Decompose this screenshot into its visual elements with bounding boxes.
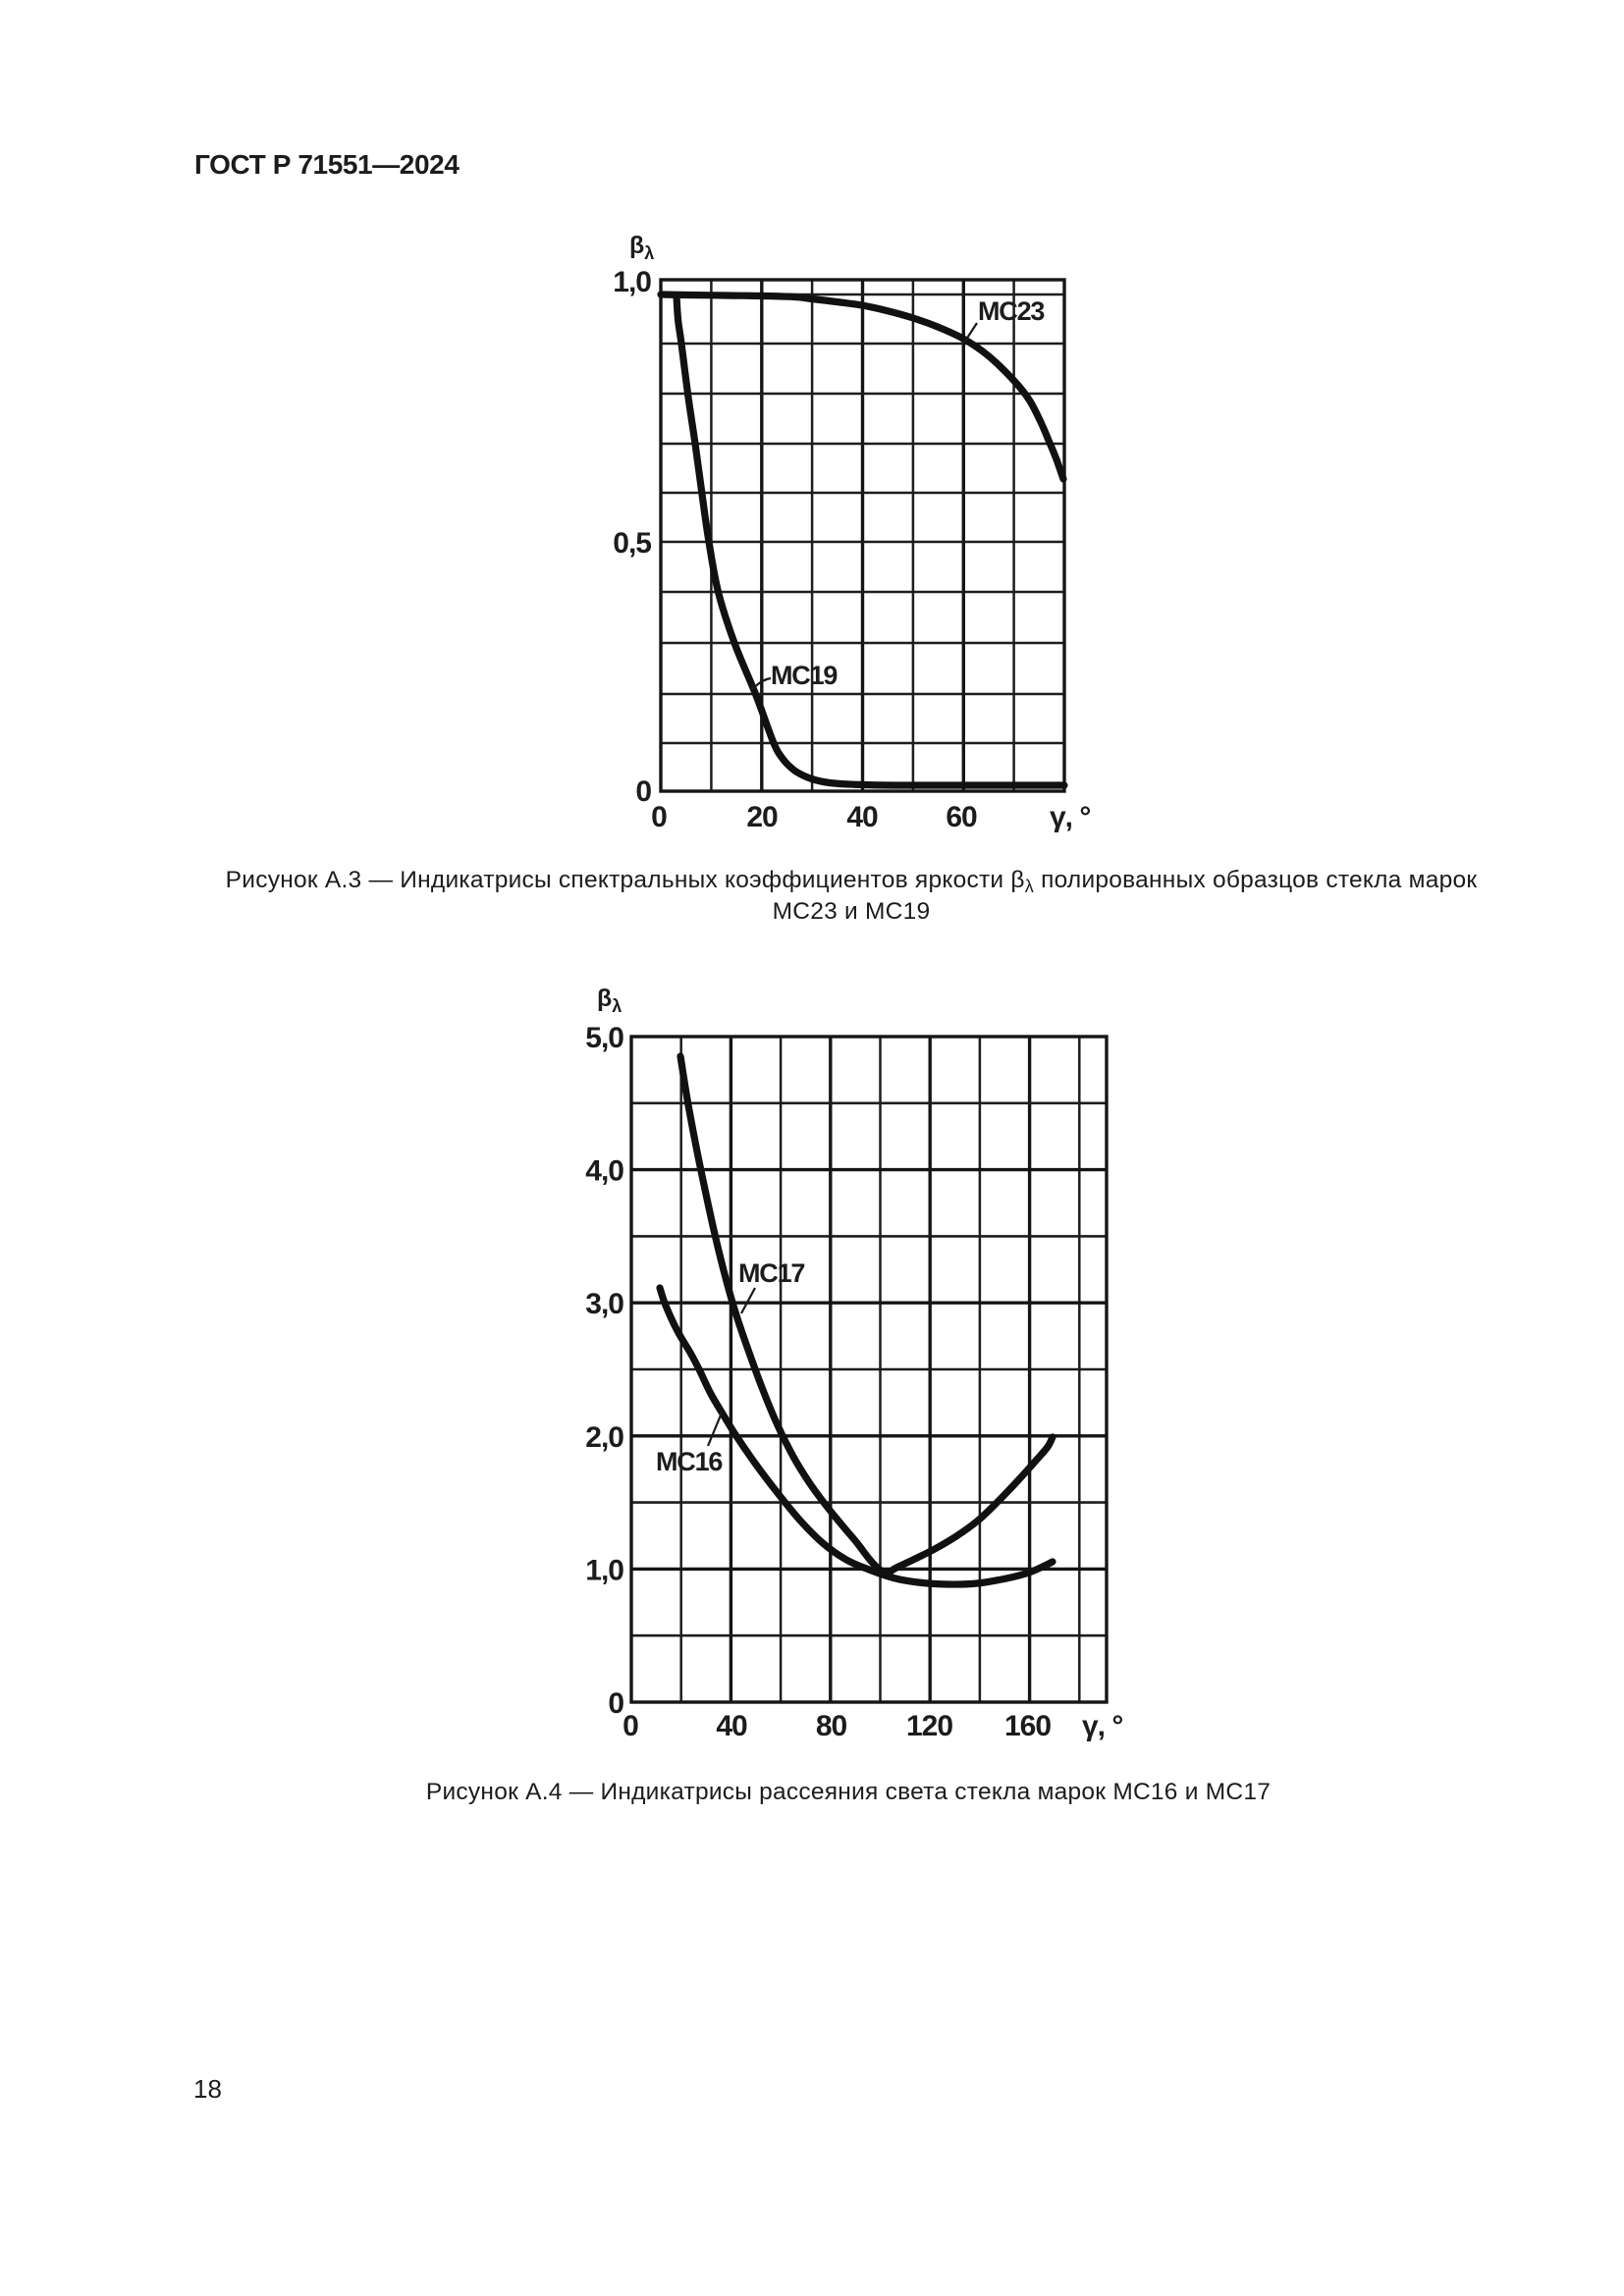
svg-text:80: 80 xyxy=(816,1710,847,1742)
svg-text:ГОСТ Р 71551—2024: ГОСТ Р 71551—2024 xyxy=(194,149,460,180)
svg-text:60: 60 xyxy=(946,801,977,833)
svg-text:40: 40 xyxy=(716,1710,747,1742)
svg-text:4,0: 4,0 xyxy=(585,1155,623,1188)
svg-text:20: 20 xyxy=(746,801,778,833)
svg-text:МС23: МС23 xyxy=(978,296,1045,326)
svg-text:120: 120 xyxy=(906,1710,952,1742)
svg-text:МС23 и МС19: МС23 и МС19 xyxy=(773,898,931,925)
svg-text:0: 0 xyxy=(635,775,651,808)
svg-text:Рисунок А.3 — Индикатрисы спек: Рисунок А.3 — Индикатрисы спектральных к… xyxy=(226,867,1478,896)
svg-text:40: 40 xyxy=(846,801,878,833)
svg-text:МС16: МС16 xyxy=(656,1447,723,1476)
svg-text:2,0: 2,0 xyxy=(585,1421,623,1454)
svg-text:МС19: МС19 xyxy=(771,661,838,690)
svg-text:βλ: βλ xyxy=(597,985,622,1016)
svg-text:βλ: βλ xyxy=(629,232,654,263)
svg-text:0: 0 xyxy=(651,801,667,833)
svg-text:0: 0 xyxy=(608,1687,623,1720)
svg-text:МС17: МС17 xyxy=(738,1258,804,1288)
svg-text:γ, °: γ, ° xyxy=(1050,801,1090,833)
svg-text:0,5: 0,5 xyxy=(613,527,651,560)
svg-text:1,0: 1,0 xyxy=(585,1554,623,1586)
svg-text:Рисунок А.4 — Индикатрисы расс: Рисунок А.4 — Индикатрисы рассеяния свет… xyxy=(426,1779,1271,1805)
svg-text:3,0: 3,0 xyxy=(585,1288,623,1320)
svg-text:0: 0 xyxy=(623,1710,638,1742)
svg-text:1,0: 1,0 xyxy=(613,266,651,298)
svg-text:160: 160 xyxy=(1004,1710,1051,1742)
svg-text:5,0: 5,0 xyxy=(585,1022,623,1054)
svg-text:γ, °: γ, ° xyxy=(1082,1710,1122,1742)
svg-text:18: 18 xyxy=(193,2074,222,2104)
